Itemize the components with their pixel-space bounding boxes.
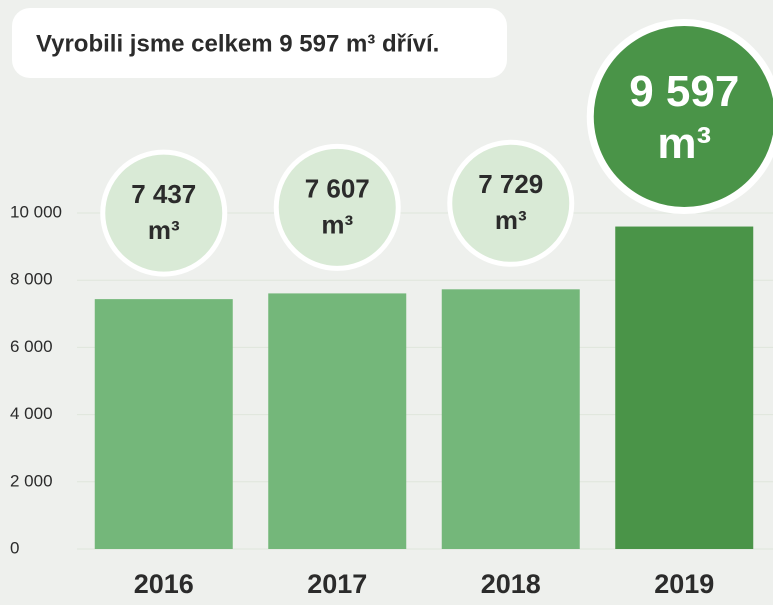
value-bubble [100,149,228,277]
value-unit: m³ [148,215,180,245]
value-label: 9 597 [629,67,739,116]
chart-title: Vyrobili jsme celkem 9 597 m³ dříví. [36,30,439,57]
bar [94,299,233,549]
bar [615,226,754,549]
y-tick-label: 10 000 [10,202,62,221]
bar [441,289,580,549]
y-tick-label: 4 000 [10,404,53,423]
x-tick-label: 2017 [307,569,367,599]
value-bubble [586,19,773,215]
x-tick-label: 2019 [654,569,714,599]
bar [268,293,407,549]
y-tick-label: 6 000 [10,337,53,356]
value-bubble [447,139,575,267]
value-unit: m³ [657,119,711,168]
value-unit: m³ [321,209,353,239]
x-tick-label: 2018 [481,569,541,599]
x-tick-label: 2016 [134,569,194,599]
y-tick-label: 8 000 [10,270,53,289]
value-bubble [273,143,401,271]
value-label: 7 437 [131,179,196,209]
y-tick-label: 0 [10,538,19,557]
title-box [12,8,507,78]
y-tick-label: 2 000 [10,471,53,490]
value-label: 7 729 [478,169,543,199]
value-unit: m³ [495,205,527,235]
value-label: 7 607 [305,173,370,203]
